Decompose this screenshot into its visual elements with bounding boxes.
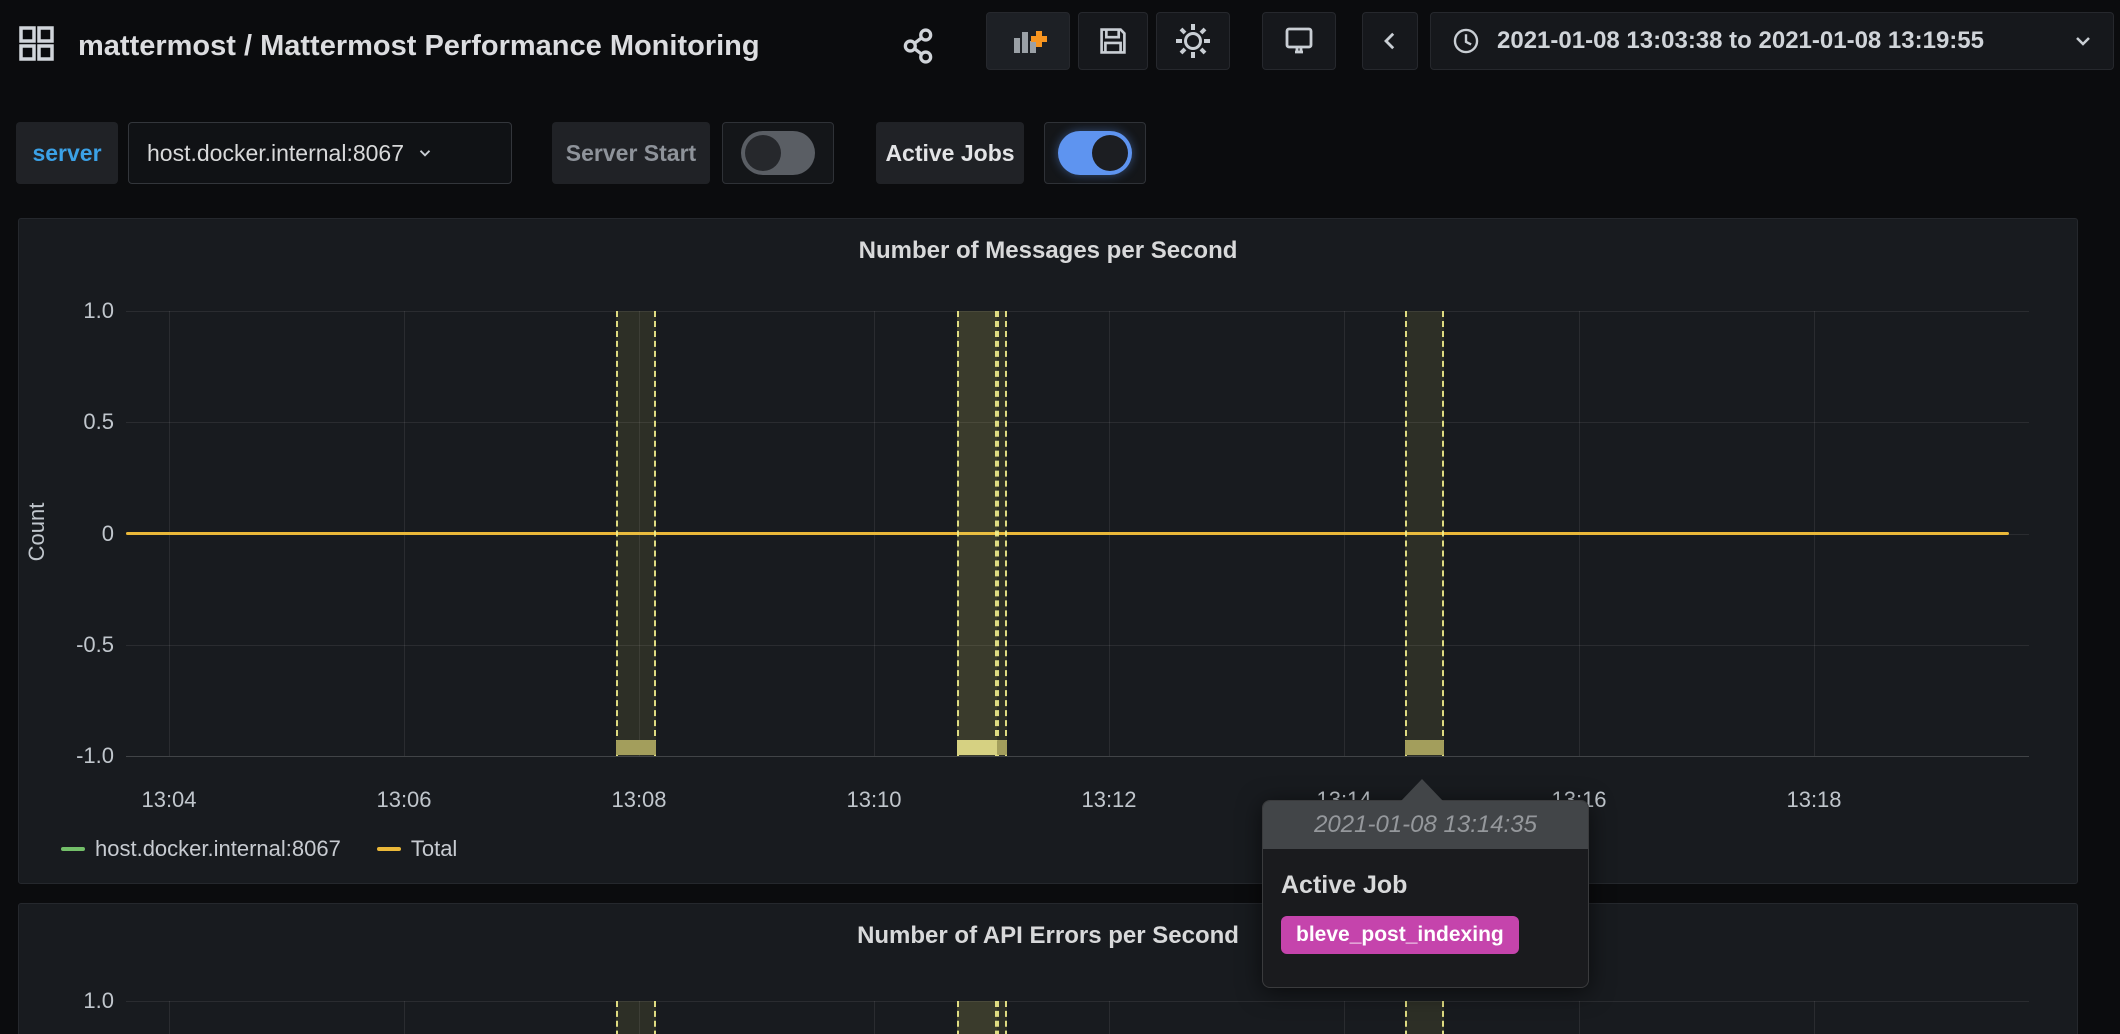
gridline: [169, 1001, 170, 1034]
chevron-left-icon: [1374, 25, 1406, 57]
annotation-region[interactable]: [1405, 1001, 1444, 1034]
server-start-toggle[interactable]: [722, 122, 834, 184]
time-range-text: 2021-01-08 13:03:38 to 2021-01-08 13:19:…: [1497, 27, 1984, 54]
tv-mode-button[interactable]: [1262, 12, 1336, 70]
chevron-down-icon: [416, 144, 434, 162]
gridline: [126, 422, 2029, 424]
dashboard-variables-row: server host.docker.internal:8067 Server …: [0, 122, 2120, 184]
y-tick-label: -1.0: [76, 743, 114, 768]
annotation-region[interactable]: [957, 1001, 997, 1034]
add-panel-button[interactable]: [986, 12, 1070, 70]
save-dashboard-button[interactable]: [1078, 12, 1148, 70]
annotation-marker[interactable]: [957, 740, 997, 755]
annotation-tooltip: 2021-01-08 13:14:35 Active Job bleve_pos…: [1262, 800, 1589, 988]
time-range-picker[interactable]: 2021-01-08 13:03:38 to 2021-01-08 13:19:…: [1430, 12, 2114, 70]
server-variable-value: host.docker.internal:8067: [147, 139, 405, 166]
save-icon: [1094, 22, 1132, 60]
toggle-on-pill: [1058, 131, 1132, 175]
apps-grid-icon[interactable]: [16, 24, 56, 64]
tooltip-body: Active Job bleve_post_indexing: [1263, 849, 1588, 970]
add-panel-icon: [1007, 20, 1049, 62]
annotation-region[interactable]: [957, 311, 997, 756]
y-tick-label: 0: [101, 520, 114, 546]
toggle-knob: [1092, 135, 1128, 171]
toggle-off-pill: [741, 131, 815, 175]
annotation-region[interactable]: [997, 1001, 1007, 1034]
dashboard-settings-button[interactable]: [1156, 12, 1230, 70]
annotation-region[interactable]: [616, 1001, 656, 1034]
gridline: [639, 1001, 640, 1034]
gridline: [1109, 1001, 1110, 1034]
legend-item-server[interactable]: host.docker.internal:8067: [61, 836, 341, 862]
annotation-marker[interactable]: [997, 740, 1007, 755]
gridline: [126, 311, 2029, 312]
toggle-knob: [745, 135, 781, 171]
y-tick-label: -0.5: [76, 631, 114, 657]
y-tick-label: 0.5: [83, 409, 114, 435]
tooltip-caret: [1401, 779, 1443, 801]
gridline: [1579, 1001, 1580, 1034]
legend-item-total[interactable]: Total: [376, 836, 458, 862]
x-tick-label: 13:04: [141, 787, 197, 812]
panel1-title[interactable]: Number of Messages per Second: [858, 237, 1238, 264]
gridline: [126, 756, 2029, 757]
dashboard-title[interactable]: mattermost / Mattermost Performance Moni…: [78, 30, 760, 62]
gridline: [404, 1001, 405, 1034]
panel1-legend: host.docker.internal:8067 Total: [61, 835, 457, 863]
top-nav: mattermost / Mattermost Performance Moni…: [0, 0, 2120, 92]
annotation-marker[interactable]: [1405, 740, 1444, 755]
gear-icon: [1173, 21, 1213, 61]
tv-mode-icon: [1279, 21, 1319, 61]
annotation-marker[interactable]: [616, 740, 656, 755]
server-start-label: Server Start: [552, 122, 710, 184]
panel-api-errors-per-second: Number of API Errors per Second 1.0: [18, 903, 2078, 1034]
panel-messages-per-second: Number of Messages per Second Count 1.0 0…: [18, 218, 2078, 884]
server-variable-label: server: [16, 122, 118, 184]
panel2-y-tick-label: 1.0: [83, 988, 114, 1013]
legend-label: Total: [410, 836, 458, 861]
panel2-plot-area: [126, 1001, 2029, 1034]
gridline: [874, 1001, 875, 1034]
annotation-region[interactable]: [1405, 311, 1444, 756]
tooltip-title: Active Job: [1281, 871, 1408, 899]
active-jobs-toggle[interactable]: [1044, 122, 1146, 184]
x-tick-label: 13:18: [1786, 787, 1842, 812]
x-tick-label: 13:10: [846, 787, 902, 812]
x-tick-label: 13:08: [611, 787, 667, 812]
gridline: [126, 1001, 2029, 1002]
share-icon[interactable]: [896, 24, 940, 68]
tooltip-badge: bleve_post_indexing: [1281, 916, 1519, 954]
x-tick-label: 13:12: [1081, 787, 1137, 812]
x-tick-label: 13:06: [376, 787, 432, 812]
legend-label: host.docker.internal:8067: [95, 836, 341, 861]
tooltip-timestamp: 2021-01-08 13:14:35: [1263, 801, 1588, 849]
chevron-down-icon: [2071, 29, 2095, 53]
annotation-region[interactable]: [997, 311, 1007, 756]
active-jobs-label: Active Jobs: [876, 122, 1024, 184]
legend-swatch-green: [61, 847, 85, 851]
clock-icon: [1449, 24, 1483, 58]
annotation-region[interactable]: [616, 311, 656, 756]
series-line-total[interactable]: [126, 532, 2009, 535]
gridline: [1814, 1001, 1815, 1034]
server-variable-dropdown[interactable]: host.docker.internal:8067: [128, 122, 512, 184]
panel2-title[interactable]: Number of API Errors per Second: [857, 922, 1239, 949]
y-tick-label: 1.0: [83, 298, 114, 323]
gridline: [1344, 1001, 1345, 1034]
gridline: [126, 644, 2029, 646]
legend-swatch-yellow: [376, 847, 401, 851]
panel1-plot-area: [126, 311, 2029, 757]
time-range-back-button[interactable]: [1362, 12, 1418, 70]
